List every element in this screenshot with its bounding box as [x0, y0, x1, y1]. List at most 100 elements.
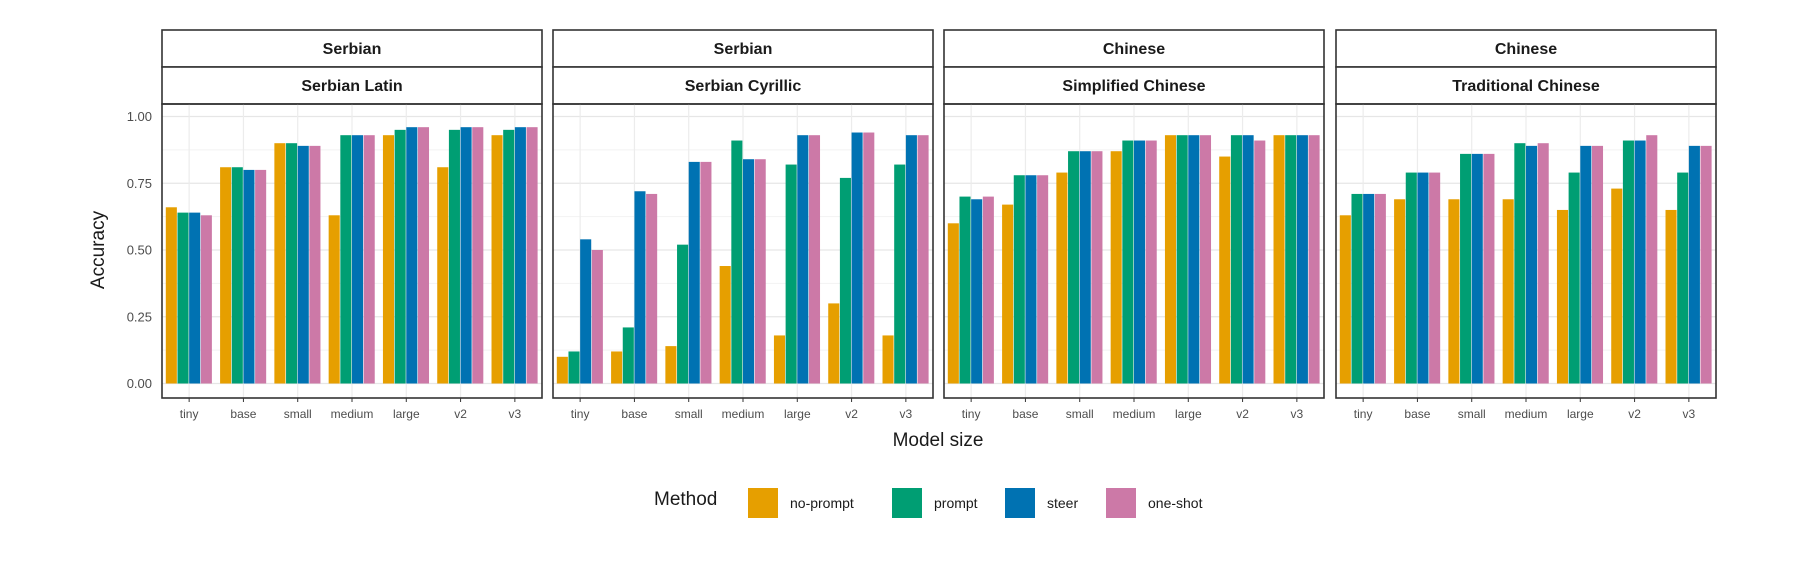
bar-prompt-small: [1068, 151, 1080, 384]
bar-one-shot-v2: [472, 127, 484, 384]
bar-no-prompt-base: [1002, 204, 1014, 384]
bar-steer-large: [1580, 145, 1592, 384]
x-axis-ticks: tiny base small medium large v2 v3: [1354, 398, 1696, 421]
bar-prompt-small: [677, 244, 689, 384]
bar-no-prompt-base: [611, 351, 623, 384]
bar-steer-base: [1417, 172, 1429, 384]
strip-group-label: Chinese: [1103, 41, 1165, 58]
bar-no-prompt-base: [1394, 199, 1406, 384]
bar-prompt-base: [231, 167, 243, 384]
x-tick-label-tiny: tiny: [1354, 407, 1373, 421]
strip-group-box: [1335, 29, 1717, 68]
y-axis-ticks: 0.00 0.25 0.50 0.75 1.00: [127, 109, 152, 391]
bar-no-prompt-base: [220, 167, 232, 384]
bar-one-shot-v2: [1254, 140, 1266, 384]
bar-steer-medium: [743, 159, 755, 384]
bar-no-prompt-medium: [328, 215, 340, 384]
bar-one-shot-small: [1483, 153, 1495, 384]
bar-steer-v2: [1242, 135, 1254, 384]
bar-steer-base: [634, 191, 646, 384]
bar-no-prompt-v2: [1219, 156, 1231, 384]
bar-steer-medium: [1134, 140, 1146, 384]
x-tick-label-medium: medium: [722, 407, 765, 421]
y-tick-label-0-25: 0.25: [127, 309, 152, 324]
bar-one-shot-large: [808, 135, 821, 384]
x-tick-label-tiny: tiny: [571, 407, 590, 421]
x-tick-label-small: small: [675, 407, 703, 421]
x-tick-label-v2: v2: [454, 407, 467, 421]
bar-one-shot-v3: [1308, 135, 1320, 384]
bar-prompt-v3: [894, 164, 906, 384]
legend-swatch-one-shot: [1106, 488, 1136, 518]
bar-no-prompt-v3: [491, 135, 503, 384]
bar-steer-medium: [352, 135, 364, 384]
bar-one-shot-small: [700, 161, 712, 384]
bar-no-prompt-small: [1448, 199, 1460, 384]
x-tick-label-v3: v3: [509, 407, 522, 421]
bar-steer-v3: [1296, 135, 1308, 384]
bar-steer-small: [297, 145, 309, 384]
x-tick-label-v2: v2: [1628, 407, 1641, 421]
legend-label-one-shot: one-shot: [1148, 495, 1203, 511]
x-tick-label-base: base: [1012, 407, 1038, 421]
bar-no-prompt-small: [665, 346, 677, 384]
strip-panel-box: [552, 66, 934, 105]
bars: [947, 135, 1320, 384]
bar-one-shot-base: [646, 193, 658, 384]
bar-prompt-base: [1013, 175, 1025, 384]
bar-steer-tiny: [580, 239, 592, 384]
bar-one-shot-base: [1037, 175, 1049, 384]
x-tick-label-medium: medium: [1113, 407, 1156, 421]
bar-no-prompt-small: [274, 143, 286, 384]
bar-one-shot-tiny: [200, 215, 212, 384]
legend-swatch-steer: [1005, 488, 1035, 518]
x-tick-label-tiny: tiny: [962, 407, 981, 421]
bar-prompt-v3: [1677, 172, 1689, 384]
bar-steer-v2: [460, 127, 472, 384]
panel-serbian-cyrillic: Serbian Serbian Cyrillic tiny base small medi…: [552, 29, 934, 421]
bar-one-shot-tiny: [591, 250, 603, 384]
bar-one-shot-small: [1091, 151, 1103, 384]
x-axis-ticks: tiny base small medium large v2 v3: [180, 398, 522, 421]
bar-one-shot-base: [255, 169, 267, 384]
strip-panel-label: Traditional Chinese: [1452, 78, 1600, 95]
bar-no-prompt-tiny: [556, 356, 568, 384]
panels-layer: 0.00 0.25 0.50 0.75 1.00 Serbian Serbian Latin…: [127, 29, 1717, 421]
bar-prompt-medium: [340, 135, 352, 384]
bar-steer-base: [1025, 175, 1037, 384]
bar-one-shot-tiny: [982, 196, 994, 384]
legend-label-steer: steer: [1047, 495, 1078, 511]
bar-one-shot-v3: [917, 135, 929, 384]
x-tick-label-medium: medium: [1505, 407, 1548, 421]
bar-no-prompt-large: [773, 335, 786, 384]
strip-group-box: [161, 29, 543, 68]
bar-one-shot-medium: [1537, 143, 1549, 384]
bar-steer-large: [406, 127, 418, 384]
bar-prompt-tiny: [568, 351, 580, 384]
x-tick-label-large: large: [393, 407, 420, 421]
x-axis-title: Model size: [893, 430, 984, 451]
bar-steer-v3: [1688, 145, 1700, 384]
bar-steer-base: [243, 169, 255, 384]
bar-no-prompt-tiny: [1339, 215, 1351, 384]
bar-prompt-small: [1460, 153, 1472, 384]
bar-steer-v3: [514, 127, 526, 384]
bar-no-prompt-large: [1164, 135, 1177, 384]
bar-steer-small: [1079, 151, 1091, 384]
bar-steer-large: [797, 135, 809, 384]
panel-simplified-chinese: Chinese Simplified Chinese tiny base small me…: [943, 29, 1325, 421]
y-tick-label-0-00: 0.00: [127, 376, 152, 391]
bar-prompt-v2: [448, 129, 460, 384]
bars: [556, 132, 929, 384]
bars: [165, 127, 538, 384]
bar-steer-large: [1188, 135, 1200, 384]
x-tick-label-medium: medium: [331, 407, 374, 421]
bar-prompt-v2: [839, 177, 851, 384]
bar-one-shot-base: [1429, 172, 1441, 384]
bar-no-prompt-v3: [1273, 135, 1285, 384]
bar-no-prompt-medium: [1502, 199, 1514, 384]
x-tick-label-large: large: [1567, 407, 1594, 421]
legend-entry-prompt: prompt: [892, 488, 978, 518]
legend: Method no-prompt prompt steer one-shot: [654, 488, 1203, 518]
x-tick-label-base: base: [621, 407, 647, 421]
